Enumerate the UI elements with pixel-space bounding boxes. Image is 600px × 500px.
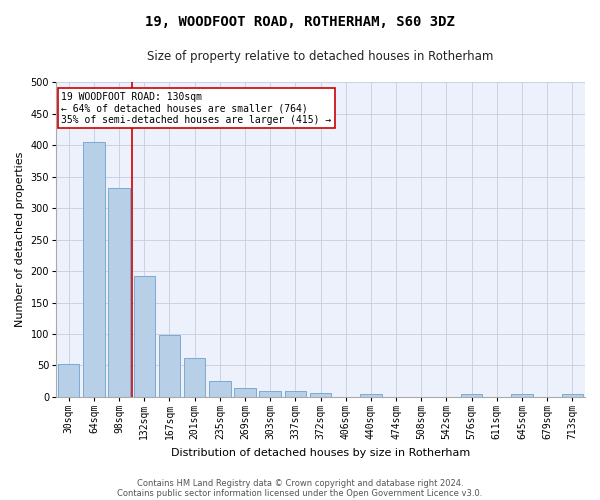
Bar — [259, 390, 281, 397]
Bar — [461, 394, 482, 397]
Bar — [184, 358, 205, 397]
Title: Size of property relative to detached houses in Rotherham: Size of property relative to detached ho… — [148, 50, 494, 63]
Bar — [235, 388, 256, 397]
Bar — [284, 390, 306, 397]
Bar — [159, 336, 180, 397]
Bar — [109, 188, 130, 397]
Text: 19, WOODFOOT ROAD, ROTHERHAM, S60 3DZ: 19, WOODFOOT ROAD, ROTHERHAM, S60 3DZ — [145, 15, 455, 29]
Bar — [562, 394, 583, 397]
Text: Contains public sector information licensed under the Open Government Licence v3: Contains public sector information licen… — [118, 488, 482, 498]
Bar — [134, 276, 155, 397]
Y-axis label: Number of detached properties: Number of detached properties — [15, 152, 25, 328]
Text: 19 WOODFOOT ROAD: 130sqm
← 64% of detached houses are smaller (764)
35% of semi-: 19 WOODFOOT ROAD: 130sqm ← 64% of detach… — [61, 92, 332, 125]
Bar — [209, 381, 230, 397]
Bar — [83, 142, 104, 397]
X-axis label: Distribution of detached houses by size in Rotherham: Distribution of detached houses by size … — [171, 448, 470, 458]
Text: Contains HM Land Registry data © Crown copyright and database right 2024.: Contains HM Land Registry data © Crown c… — [137, 478, 463, 488]
Bar — [511, 394, 533, 397]
Bar — [58, 364, 79, 397]
Bar — [360, 394, 382, 397]
Bar — [310, 393, 331, 397]
